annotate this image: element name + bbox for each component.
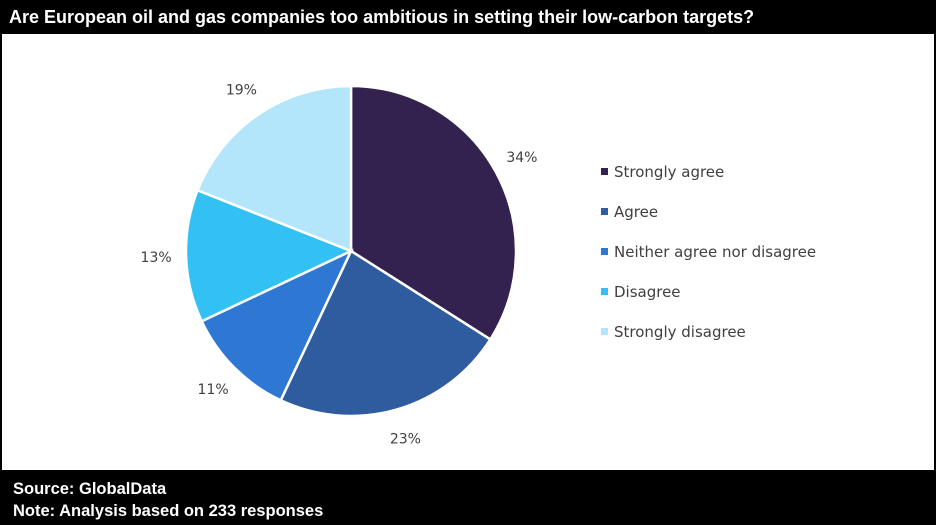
- legend-swatch: [601, 168, 608, 175]
- legend-label: Agree: [614, 203, 658, 221]
- legend-label: Strongly agree: [614, 163, 724, 181]
- analysis-note: Note: Analysis based on 233 responses: [13, 502, 324, 520]
- legend-label: Neither agree nor disagree: [614, 243, 816, 261]
- pie-slice-neither-agree-nor-disagree: [200, 248, 354, 402]
- legend-swatch: [601, 248, 608, 255]
- pie-slices: [184, 84, 518, 418]
- pie-percentage-labels: 34% 23% 11% 13% 19%: [141, 83, 538, 448]
- pie-chart: 34% 23% 11% 13% 19% Strongly agree Agree Neith…: [141, 83, 817, 448]
- percentage-label: 34%: [506, 150, 537, 166]
- legend-label: Disagree: [614, 283, 681, 301]
- pie-slice-strongly-disagree: [195, 84, 353, 253]
- percentage-label: 13%: [141, 250, 172, 266]
- legend-swatch: [601, 288, 608, 295]
- legend-swatch: [601, 208, 608, 215]
- pie-slice-disagree: [184, 188, 355, 323]
- percentage-label: 11%: [198, 382, 229, 398]
- percentage-label: 23%: [390, 431, 421, 447]
- legend-swatch: [601, 328, 608, 335]
- source-note: Source: GlobalData: [13, 480, 167, 498]
- chart-footer: Source: GlobalData Note: Analysis based …: [0, 470, 936, 525]
- percentage-label: 19%: [226, 83, 257, 99]
- legend: Strongly agree Agree Neither agree nor dis…: [601, 163, 816, 341]
- chart-title: Are European oil and gas companies too a…: [0, 0, 936, 34]
- pie-slice-agree: [279, 249, 493, 418]
- legend-label: Strongly disagree: [614, 323, 746, 341]
